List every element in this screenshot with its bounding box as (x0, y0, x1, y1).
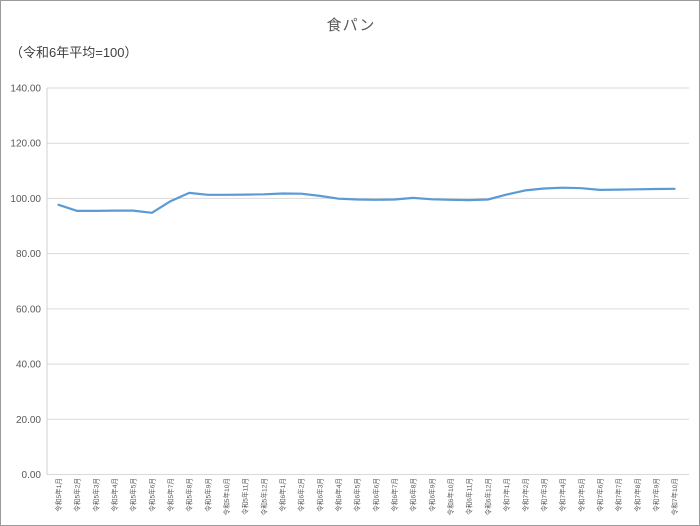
x-axis-tick-label: 令和6年7月 (390, 478, 399, 512)
x-axis-tick-label: 令和7年9月 (651, 478, 660, 512)
x-axis-tick-label: 令和5年12月 (259, 478, 268, 515)
x-axis-tick-label: 令和7年1月 (502, 478, 511, 512)
x-axis-tick-label: 令和5年7月 (166, 478, 175, 512)
x-axis-tick-label: 令和6年8月 (409, 478, 418, 512)
x-axis-tick-label: 令和7年5月 (577, 478, 586, 512)
x-axis-tick-label: 令和6年6月 (371, 478, 380, 512)
x-axis-tick-label: 令和7年8月 (633, 478, 642, 512)
x-axis-tick-label: 令和6年12月 (483, 478, 492, 515)
x-axis-tick-label: 令和5年2月 (73, 478, 82, 512)
x-axis-tick-label: 令和5年5月 (129, 478, 138, 512)
x-axis-tick-label: 令和7年10月 (670, 478, 679, 515)
y-axis-tick-label: 60.00 (16, 304, 41, 315)
x-axis-tick-label: 令和5年11月 (241, 478, 250, 515)
chart-subtitle: （令和6年平均=100） (10, 45, 138, 60)
x-axis-tick-label: 令和6年11月 (465, 478, 474, 515)
y-axis-tick-label: 40.00 (16, 360, 41, 371)
x-axis-tick-label: 令和6年9月 (427, 478, 436, 512)
y-axis-tick-label: 120.00 (10, 139, 41, 150)
x-axis-tick-label: 令和5年4月 (110, 478, 119, 512)
x-axis-tick-label: 令和7年4月 (558, 478, 567, 512)
x-axis-tick-label: 令和5年1月 (54, 478, 63, 512)
x-axis-tick-label: 令和6年10月 (446, 478, 455, 515)
x-axis-tick-label: 令和5年8月 (185, 478, 194, 512)
x-axis-tick-label: 令和5年3月 (91, 478, 100, 512)
x-axis-tick-label: 令和7年7月 (614, 478, 623, 512)
y-axis-tick-label: 20.00 (16, 415, 41, 426)
y-axis-tick-label: 140.00 (10, 84, 41, 95)
y-axis-tick-label: 0.00 (22, 470, 42, 481)
x-axis-tick-label: 令和5年6月 (147, 478, 156, 512)
x-axis-tick-label: 令和6年5月 (353, 478, 362, 512)
chart-title: 食パン (326, 17, 376, 34)
y-axis-tick-label: 80.00 (16, 249, 41, 260)
x-axis-tick-label: 令和6年4月 (334, 478, 343, 512)
x-axis-tick-label: 令和7年2月 (521, 478, 530, 512)
series-line (57, 186, 676, 214)
x-axis-tick-label: 令和5年9月 (203, 478, 212, 512)
x-axis-tick-label: 令和7年3月 (539, 478, 548, 512)
x-axis-tick-label: 令和6年2月 (297, 478, 306, 512)
x-axis-tick-label: 令和7年6月 (595, 478, 604, 512)
x-axis-tick-label: 令和6年3月 (315, 478, 324, 512)
y-axis-tick-label: 100.00 (10, 194, 41, 205)
x-axis-tick-label: 令和6年1月 (278, 478, 287, 512)
x-axis-tick-label: 令和5年10月 (222, 478, 231, 515)
